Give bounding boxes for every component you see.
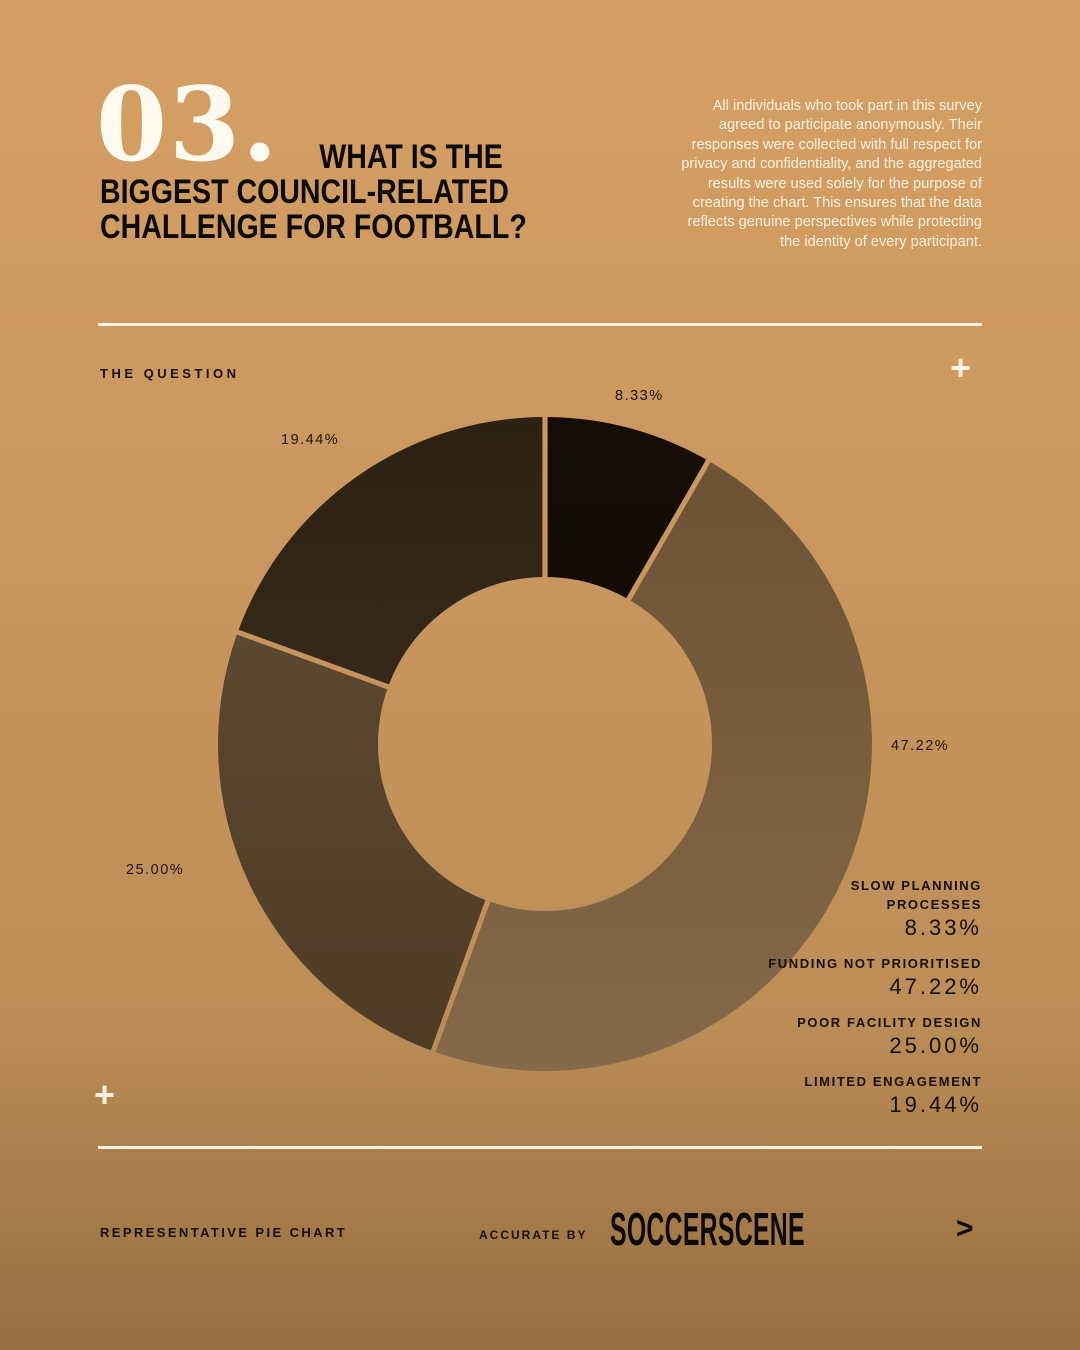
legend-item: POOR FACILITY DESIGN 25.00% bbox=[652, 1013, 982, 1060]
legend-label-line: POOR FACILITY DESIGN bbox=[797, 1015, 982, 1030]
legend-item: LIMITED ENGAGEMENT 19.44% bbox=[652, 1072, 982, 1119]
footer-label: REPRESENTATIVE PIE CHART bbox=[100, 1225, 348, 1240]
title-line: BIGGEST COUNCIL-RELATED bbox=[100, 173, 509, 211]
legend-label: SLOW PLANNING PROCESSES bbox=[652, 876, 982, 914]
disclaimer-text: All individuals who took part in this su… bbox=[681, 98, 982, 250]
legend-value: 47.22% bbox=[889, 974, 982, 999]
legend-label-line: FUNDING NOT PRIORITISED bbox=[768, 956, 982, 971]
legend-label-line: SLOW PLANNING bbox=[850, 878, 982, 893]
pie-slice-label: 19.44% bbox=[281, 432, 340, 448]
legend-label-line: PROCESSES bbox=[886, 897, 982, 912]
section-number: 03. bbox=[96, 65, 280, 185]
pie-slice-funding-not-prioritised bbox=[435, 462, 872, 1071]
legend-label-line: LIMITED ENGAGEMENT bbox=[804, 1074, 982, 1089]
accurate-by-label: ACCURATE BY bbox=[479, 1228, 588, 1242]
section-eyebrow: THE QUESTION bbox=[100, 366, 240, 381]
page-title: WHAT IS THE BIGGEST COUNCIL-RELATED CHAL… bbox=[100, 140, 570, 245]
legend-label: FUNDING NOT PRIORITISED bbox=[652, 954, 982, 973]
divider-bottom bbox=[98, 1146, 982, 1149]
legend-item: SLOW PLANNING PROCESSES 8.33% bbox=[652, 876, 982, 942]
title-line: CHALLENGE FOR FOOTBALL? bbox=[100, 208, 527, 246]
legend: SLOW PLANNING PROCESSES 8.33% FUNDING NOT P… bbox=[652, 876, 982, 1131]
pie-slice-label: 25.00% bbox=[126, 862, 185, 878]
legend-label: POOR FACILITY DESIGN bbox=[652, 1013, 982, 1032]
donut-chart bbox=[218, 417, 872, 1071]
pie-slice-slow-planning-processes bbox=[547, 417, 707, 599]
legend-value: 19.44% bbox=[889, 1092, 982, 1117]
pie-slice-poor-facility-design bbox=[218, 634, 486, 1051]
pie-slice-label: 47.22% bbox=[891, 738, 950, 754]
legend-value: 25.00% bbox=[889, 1033, 982, 1058]
divider-top bbox=[98, 323, 982, 326]
pie-slice-limited-engagement bbox=[238, 417, 543, 685]
legend-item: FUNDING NOT PRIORITISED 47.22% bbox=[652, 954, 982, 1001]
brand-logo: SOCCERSCENE bbox=[610, 1203, 805, 1255]
plus-icon-top: + bbox=[950, 347, 972, 388]
legend-value: 8.33% bbox=[904, 915, 982, 940]
plus-icon-bottom: + bbox=[94, 1074, 116, 1115]
pie-slice-label: 8.33% bbox=[615, 388, 664, 404]
legend-label: LIMITED ENGAGEMENT bbox=[652, 1072, 982, 1091]
next-arrow-icon[interactable]: > bbox=[956, 1212, 974, 1245]
title-line: WHAT IS THE bbox=[319, 138, 503, 176]
